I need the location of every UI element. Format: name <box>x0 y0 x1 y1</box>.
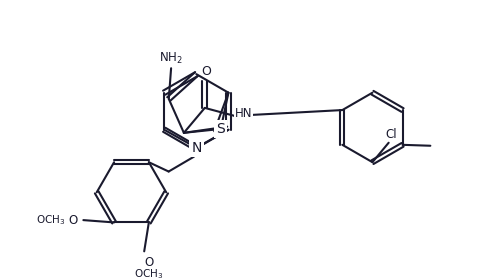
Text: O: O <box>202 65 212 78</box>
Text: NH$_2$: NH$_2$ <box>159 50 183 66</box>
Text: OCH$_3$: OCH$_3$ <box>36 213 66 227</box>
Text: OCH$_3$: OCH$_3$ <box>134 268 164 280</box>
Text: Cl: Cl <box>385 128 397 141</box>
Text: O: O <box>69 214 78 227</box>
Text: S: S <box>217 122 225 136</box>
Text: N: N <box>191 141 201 155</box>
Text: O: O <box>144 256 153 269</box>
Text: HN: HN <box>235 107 252 120</box>
